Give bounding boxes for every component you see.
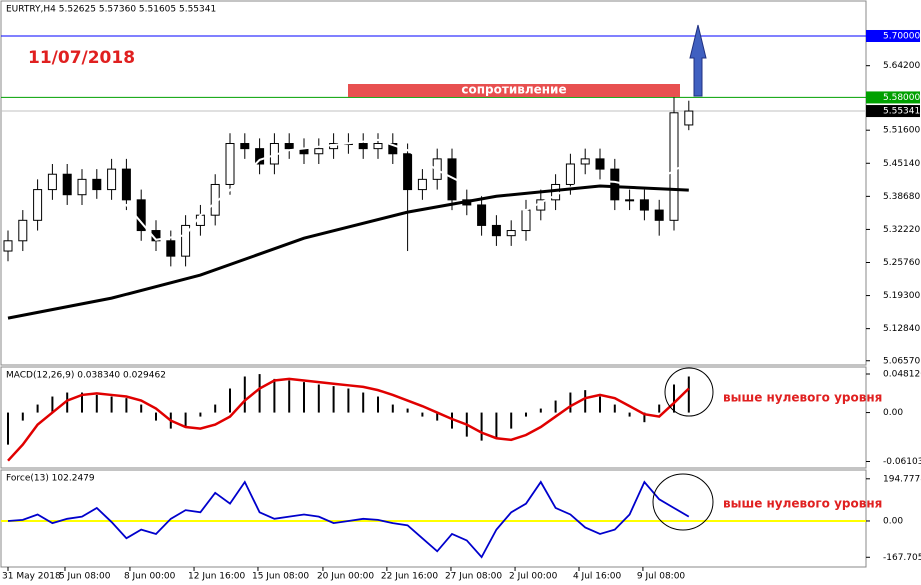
force-panel (0, 469, 867, 568)
x-tick-label: 31 May 2018 (2, 572, 61, 582)
candle-body (417, 178, 427, 191)
price-level-box (866, 29, 920, 42)
candle-body (314, 148, 324, 155)
candle-body (639, 199, 649, 211)
macd-circle (664, 367, 714, 417)
macd-note: выше нулевого уровня (723, 391, 882, 405)
candle-body (107, 168, 117, 191)
main-panel (0, 0, 867, 366)
indicator-title: MACD(12,26,9) 0.038340 0.029462 (6, 371, 166, 381)
candle-body (491, 224, 501, 237)
candle-body (284, 143, 294, 150)
price-level-box (866, 91, 920, 104)
y-tick-label: 5.06570 (883, 356, 920, 366)
x-tick-label: 27 Jun 08:00 (445, 572, 502, 582)
candle-body (403, 153, 413, 191)
x-tick-label: 8 Jun 00:00 (124, 572, 176, 582)
y-tick-label: 0.048126 (883, 369, 921, 379)
y-tick-label: 5.45140 (883, 159, 920, 169)
y-tick-label: 0.00 (883, 516, 903, 526)
candle-body (121, 168, 131, 201)
candle-body (610, 168, 620, 201)
y-tick-label: 5.38680 (883, 192, 920, 202)
candle-body (136, 199, 146, 232)
x-tick-label: 12 Jun 16:00 (188, 572, 245, 582)
x-tick-label: 2 Jul 00:00 (509, 572, 558, 582)
candle-body (166, 240, 176, 257)
candle-body (669, 112, 679, 221)
indicator-title: Force(13) 102.2479 (6, 474, 95, 484)
candle-body (521, 209, 531, 232)
candle-body (506, 230, 516, 237)
candle-body (18, 219, 28, 242)
resistance-box (348, 84, 680, 97)
candle-body (240, 143, 250, 150)
candle-body (625, 199, 635, 202)
up-arrow (689, 24, 707, 97)
candle-body (358, 143, 368, 150)
candle-body (3, 240, 13, 252)
candle-body (47, 173, 57, 191)
candle-body (181, 224, 191, 257)
candle-body (565, 163, 575, 185)
x-tick-label: 20 Jun 00:00 (317, 572, 374, 582)
y-tick-label: 5.64200 (883, 61, 920, 71)
price-level-label: 5.55341 (883, 107, 920, 117)
y-tick-label: 5.25760 (883, 258, 920, 268)
candle-body (255, 148, 265, 165)
candle-body (33, 189, 43, 221)
candle-body (388, 143, 398, 155)
candle-body (77, 178, 87, 196)
price-level-label: 5.58000 (883, 93, 920, 103)
macd-panel (0, 366, 867, 469)
candle-body (580, 158, 590, 165)
x-tick-label: 22 Jun 16:00 (381, 572, 438, 582)
y-tick-label: 5.12840 (883, 324, 920, 334)
y-tick-label: -0.06103 (883, 457, 921, 467)
resistance-label: сопротивление (461, 83, 566, 97)
candle-body (62, 173, 72, 196)
force-note: выше нулевого уровня (723, 497, 882, 511)
x-tick-label: 4 Jul 16:00 (573, 572, 622, 582)
moving-average (7, 184, 689, 320)
x-tick-label: 9 Jul 08:00 (637, 572, 686, 582)
y-tick-label: 194.7778 (883, 474, 921, 484)
candle-body (477, 204, 487, 226)
candle-body (225, 143, 235, 185)
y-tick-label: 5.19300 (883, 291, 920, 301)
price-level-label: 5.70000 (883, 31, 920, 41)
y-tick-label: 5.51600 (883, 126, 920, 136)
date-annotation: 11/07/2018 (28, 48, 135, 68)
price-level-box (866, 105, 920, 118)
x-tick-label: 15 Jun 08:00 (252, 572, 309, 582)
y-tick-label: 0.00 (883, 408, 903, 418)
y-tick-label: 5.32220 (883, 225, 920, 235)
symbol-header: EURTRY,H4 5.52625 5.57360 5.51605 5.5534… (6, 5, 216, 15)
force-circle (652, 473, 714, 531)
y-tick-label: -167.7054 (883, 553, 921, 563)
candle-body (654, 209, 664, 221)
macd-signal (7, 377, 690, 462)
candle-body (373, 143, 383, 150)
force-line (7, 480, 690, 559)
candle-body (595, 158, 605, 170)
candle-body (92, 178, 102, 191)
x-tick-label: 5 Jun 08:00 (59, 572, 111, 582)
candle-body (684, 110, 694, 126)
